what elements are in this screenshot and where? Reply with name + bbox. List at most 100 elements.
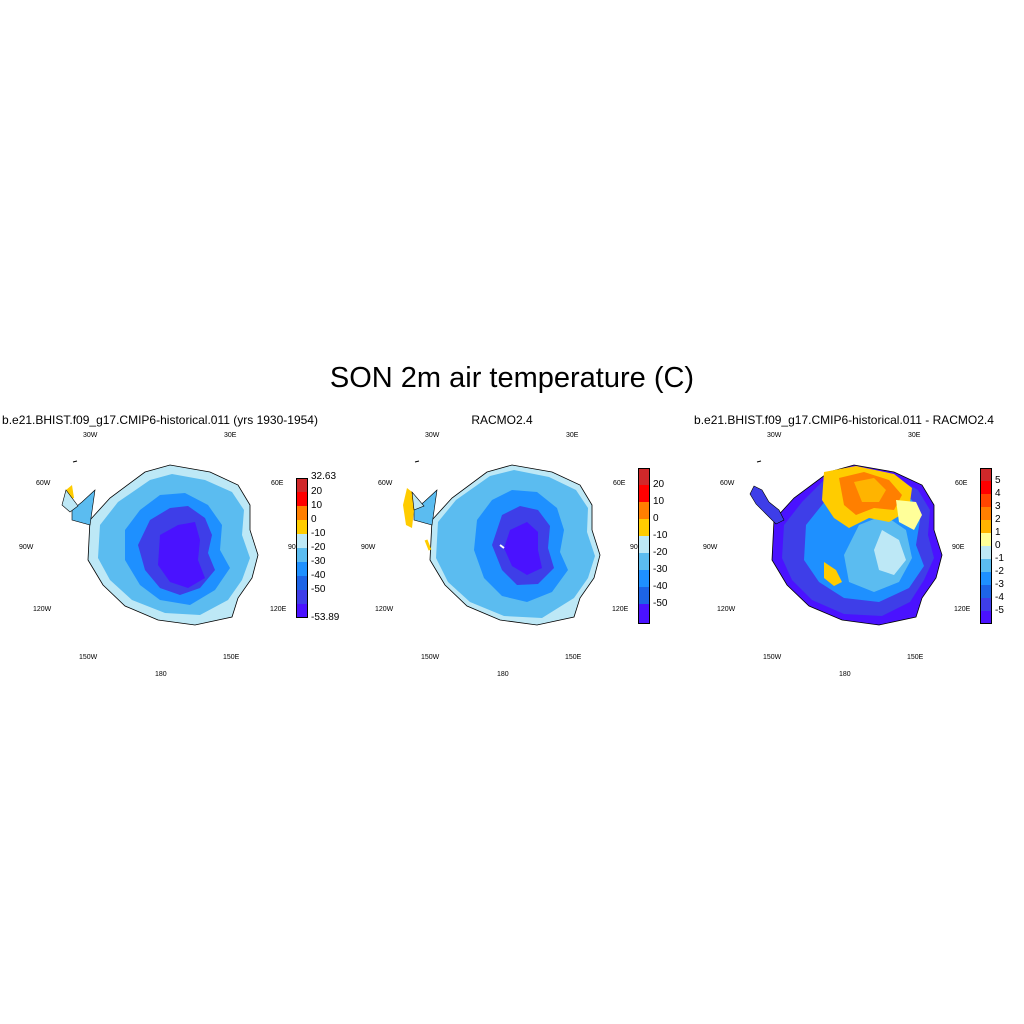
cbar-label: 20: [311, 486, 323, 497]
cbar-label: -40: [653, 581, 668, 592]
figure-title: SON 2m air temperature (C): [329, 362, 695, 394]
cbar-label: 4: [995, 488, 1001, 499]
cbar-label: 10: [653, 496, 665, 507]
panel-title-racmo: RACMO2.4: [471, 413, 533, 427]
cbar-box: [296, 562, 308, 576]
panel-title-difference: b.e21.BHIST.f09_g17.CMIP6-historical.011…: [694, 413, 994, 427]
panel-model: b.e21.BHIST.f09_g17.CMIP6-historical.011…: [0, 410, 340, 690]
cbar-label: 10: [311, 500, 323, 511]
cbar-label: -4: [995, 592, 1004, 603]
cbar-label: -20: [311, 542, 326, 553]
lon-label-30e: 30E: [224, 432, 237, 439]
cbar-label: -30: [653, 564, 668, 575]
colorbar-difference: 5 4 3 2 1 0 -1 -2 -3 -4 -5: [980, 468, 1004, 624]
cbar-box: [296, 548, 308, 562]
lon-label-180: 180: [497, 671, 509, 678]
cbar-box: [296, 520, 308, 534]
cbar-box: [980, 572, 992, 585]
lon-label-180: 180: [839, 671, 851, 678]
colorbar-racmo: 20 10 0 -10 -20 -30 -40 -50: [638, 468, 667, 624]
cbar-frame: [980, 468, 992, 624]
cbar-box: [980, 494, 992, 507]
cbar-box: [296, 590, 308, 604]
lon-label-120e: 120E: [612, 606, 629, 613]
cbar-box: [638, 485, 650, 502]
cbar-box: [638, 536, 650, 553]
cbar-box: [980, 481, 992, 494]
cbar-label: 0: [653, 513, 659, 524]
cbar-frame: [296, 478, 308, 618]
cbar-label: -20: [653, 547, 668, 558]
lon-label-90w: 90W: [361, 544, 376, 551]
lon-label-150w: 150W: [763, 654, 782, 661]
cbar-label: -5: [995, 605, 1004, 616]
lon-label-150e: 150E: [907, 654, 924, 661]
cbar-box: [296, 576, 308, 590]
cbar-box: [980, 546, 992, 559]
lon-label-150w: 150W: [79, 654, 98, 661]
antarctica-map-model: [61, 460, 259, 626]
cbar-box: [296, 478, 308, 492]
panel-title-model: b.e21.BHIST.f09_g17.CMIP6-historical.011…: [2, 413, 318, 427]
antarctica-map-difference: [749, 460, 943, 626]
lon-label-60w: 60W: [36, 480, 51, 487]
cbar-label: -2: [995, 566, 1004, 577]
cbar-label: -10: [311, 528, 326, 539]
panel-difference: b.e21.BHIST.f09_g17.CMIP6-historical.011…: [684, 410, 1024, 690]
cbar-box: [638, 502, 650, 519]
lon-label-30w: 30W: [83, 432, 98, 439]
cbar-box: [638, 519, 650, 536]
cbar-box: [980, 533, 992, 546]
lon-label-120e: 120E: [270, 606, 287, 613]
cbar-box: [296, 506, 308, 520]
cbar-label: 3: [995, 501, 1001, 512]
lon-label-90e: 90E: [288, 544, 301, 551]
lon-label-60w: 60W: [720, 480, 735, 487]
cbar-label: 2: [995, 514, 1001, 525]
lon-label-30w: 30W: [767, 432, 782, 439]
lon-label-60e: 60E: [271, 480, 284, 487]
cbar-label: -3: [995, 579, 1004, 590]
lon-label-90e: 90E: [952, 544, 965, 551]
cbar-box: [980, 559, 992, 572]
lon-label-60w: 60W: [378, 480, 393, 487]
cbar-label: -10: [653, 530, 668, 541]
cbar-box: [980, 585, 992, 598]
colorbar-model: 32.63 20 10 0 -10 -20 -30 -40 -50 -53.89: [296, 471, 339, 623]
lon-label-180: 180: [155, 671, 167, 678]
cbar-label: 0: [995, 540, 1001, 551]
cbar-label: 0: [311, 514, 317, 525]
cbar-label: -1: [995, 553, 1004, 564]
lon-label-120w: 120W: [375, 606, 394, 613]
lon-label-120w: 120W: [33, 606, 52, 613]
cbar-box: [980, 520, 992, 533]
lon-label-30w: 30W: [425, 432, 440, 439]
cbar-box: [638, 604, 650, 624]
cbar-label: 20: [653, 479, 665, 490]
cbar-box: [296, 604, 308, 618]
lon-label-120e: 120E: [954, 606, 971, 613]
panel-racmo: RACMO2.4 30W 30E 60W 60E 90W 90E 120W 12…: [342, 410, 682, 690]
cbar-box: [638, 587, 650, 604]
cbar-label: 1: [995, 527, 1001, 538]
lon-label-60e: 60E: [955, 480, 968, 487]
cbar-label: -50: [653, 598, 668, 609]
cbar-frame: [638, 468, 650, 624]
lon-label-90w: 90W: [703, 544, 718, 551]
lon-label-150e: 150E: [565, 654, 582, 661]
lon-label-90e: 90E: [630, 544, 643, 551]
cbar-box: [638, 553, 650, 570]
cbar-box: [296, 534, 308, 548]
cbar-box: [980, 598, 992, 611]
lon-label-30e: 30E: [566, 432, 579, 439]
lon-label-30e: 30E: [908, 432, 921, 439]
cbar-box: [980, 468, 992, 481]
cbar-label: -40: [311, 570, 326, 581]
cbar-box: [296, 492, 308, 506]
cbar-box: [638, 468, 650, 485]
cbar-label: 5: [995, 475, 1001, 486]
cbar-label: -53.89: [311, 612, 340, 623]
cbar-box: [980, 507, 992, 520]
cbar-label: -50: [311, 584, 326, 595]
lon-label-150w: 150W: [421, 654, 440, 661]
